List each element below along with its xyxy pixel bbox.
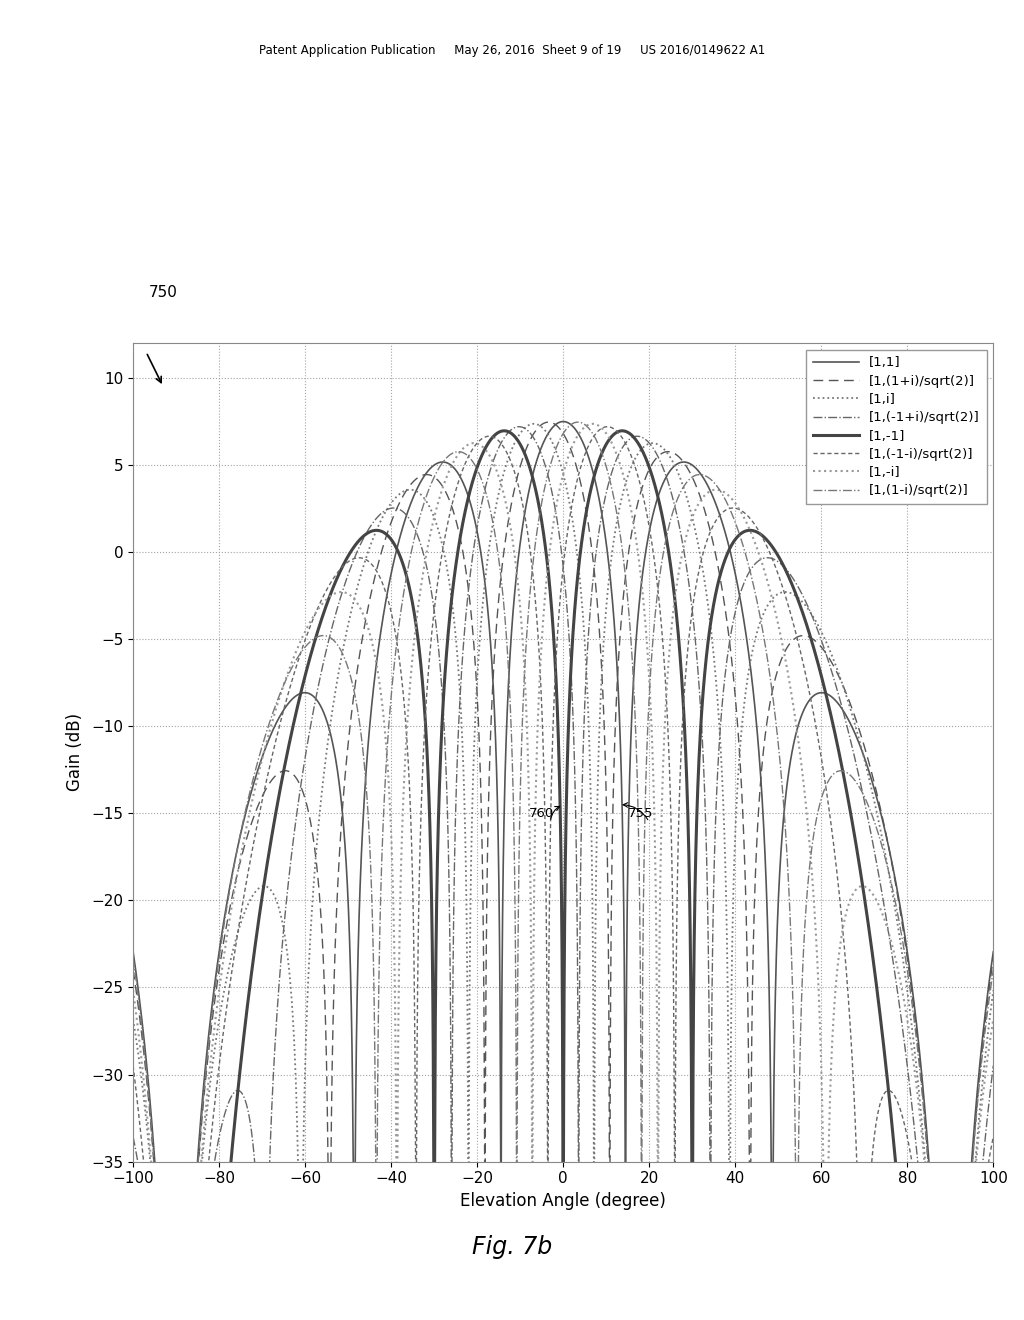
Text: Fig. 7b: Fig. 7b: [472, 1236, 552, 1259]
Text: 760: 760: [529, 807, 554, 820]
Text: 755: 755: [628, 807, 653, 820]
Text: 750: 750: [148, 285, 177, 300]
Text: Patent Application Publication     May 26, 2016  Sheet 9 of 19     US 2016/01496: Patent Application Publication May 26, 2…: [259, 44, 765, 57]
X-axis label: Elevation Angle (degree): Elevation Angle (degree): [460, 1192, 667, 1210]
Y-axis label: Gain (dB): Gain (dB): [67, 713, 84, 792]
Legend: [1,1], [1,(1+i)/sqrt(2)], [1,i], [1,(-1+i)/sqrt(2)], [1,-1], [1,(-1-i)/sqrt(2)],: [1,1], [1,(1+i)/sqrt(2)], [1,i], [1,(-1+…: [806, 350, 987, 504]
